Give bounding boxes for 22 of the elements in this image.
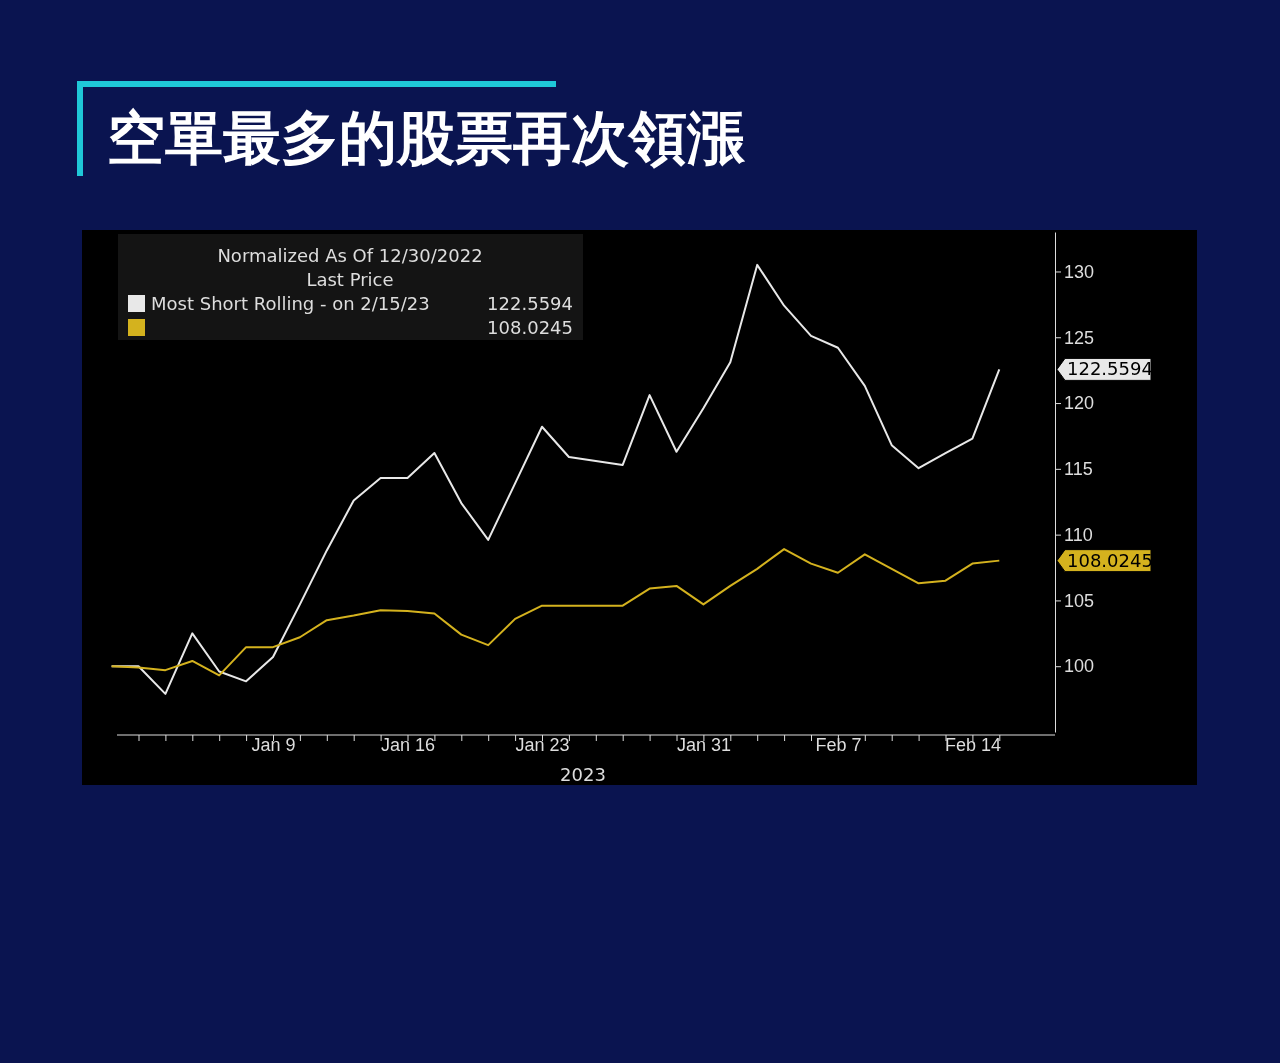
x-tick-label: Jan 9 bbox=[251, 735, 296, 756]
y-tick-label: 130 bbox=[1064, 261, 1095, 282]
x-tick-label: Feb 14 bbox=[944, 735, 1001, 756]
x-tick-label: Jan 31 bbox=[676, 735, 731, 756]
x-tick-label: Jan 23 bbox=[515, 735, 570, 756]
legend-title: Normalized As Of 12/30/2022 Last Price bbox=[217, 245, 483, 290]
legend-label: Most Short Rolling - on 2/15/23 bbox=[151, 293, 430, 314]
annotation: 122.5594 bbox=[487, 293, 573, 314]
x-tick-label: Jan 16 bbox=[380, 735, 436, 756]
y-tick-label: 120 bbox=[1064, 393, 1095, 414]
line-series bbox=[110, 548, 1001, 677]
text: 122.5594 bbox=[1067, 358, 1153, 380]
y-tick-label: 110 bbox=[1064, 524, 1093, 545]
y-tick-label: 125 bbox=[1064, 327, 1095, 348]
y-tick-label: 115 bbox=[1064, 459, 1093, 480]
y-tick-label: 100 bbox=[1064, 656, 1095, 677]
annotation: 108.0245 bbox=[487, 317, 573, 338]
x-axis-title: 2023 bbox=[560, 764, 606, 785]
x-tick-label: Feb 7 bbox=[815, 735, 862, 756]
y-tick-label: 105 bbox=[1064, 590, 1095, 611]
text: 108.0245 bbox=[1067, 549, 1153, 571]
chart-title: 空單最多的股票再次領漲 bbox=[107, 104, 746, 172]
